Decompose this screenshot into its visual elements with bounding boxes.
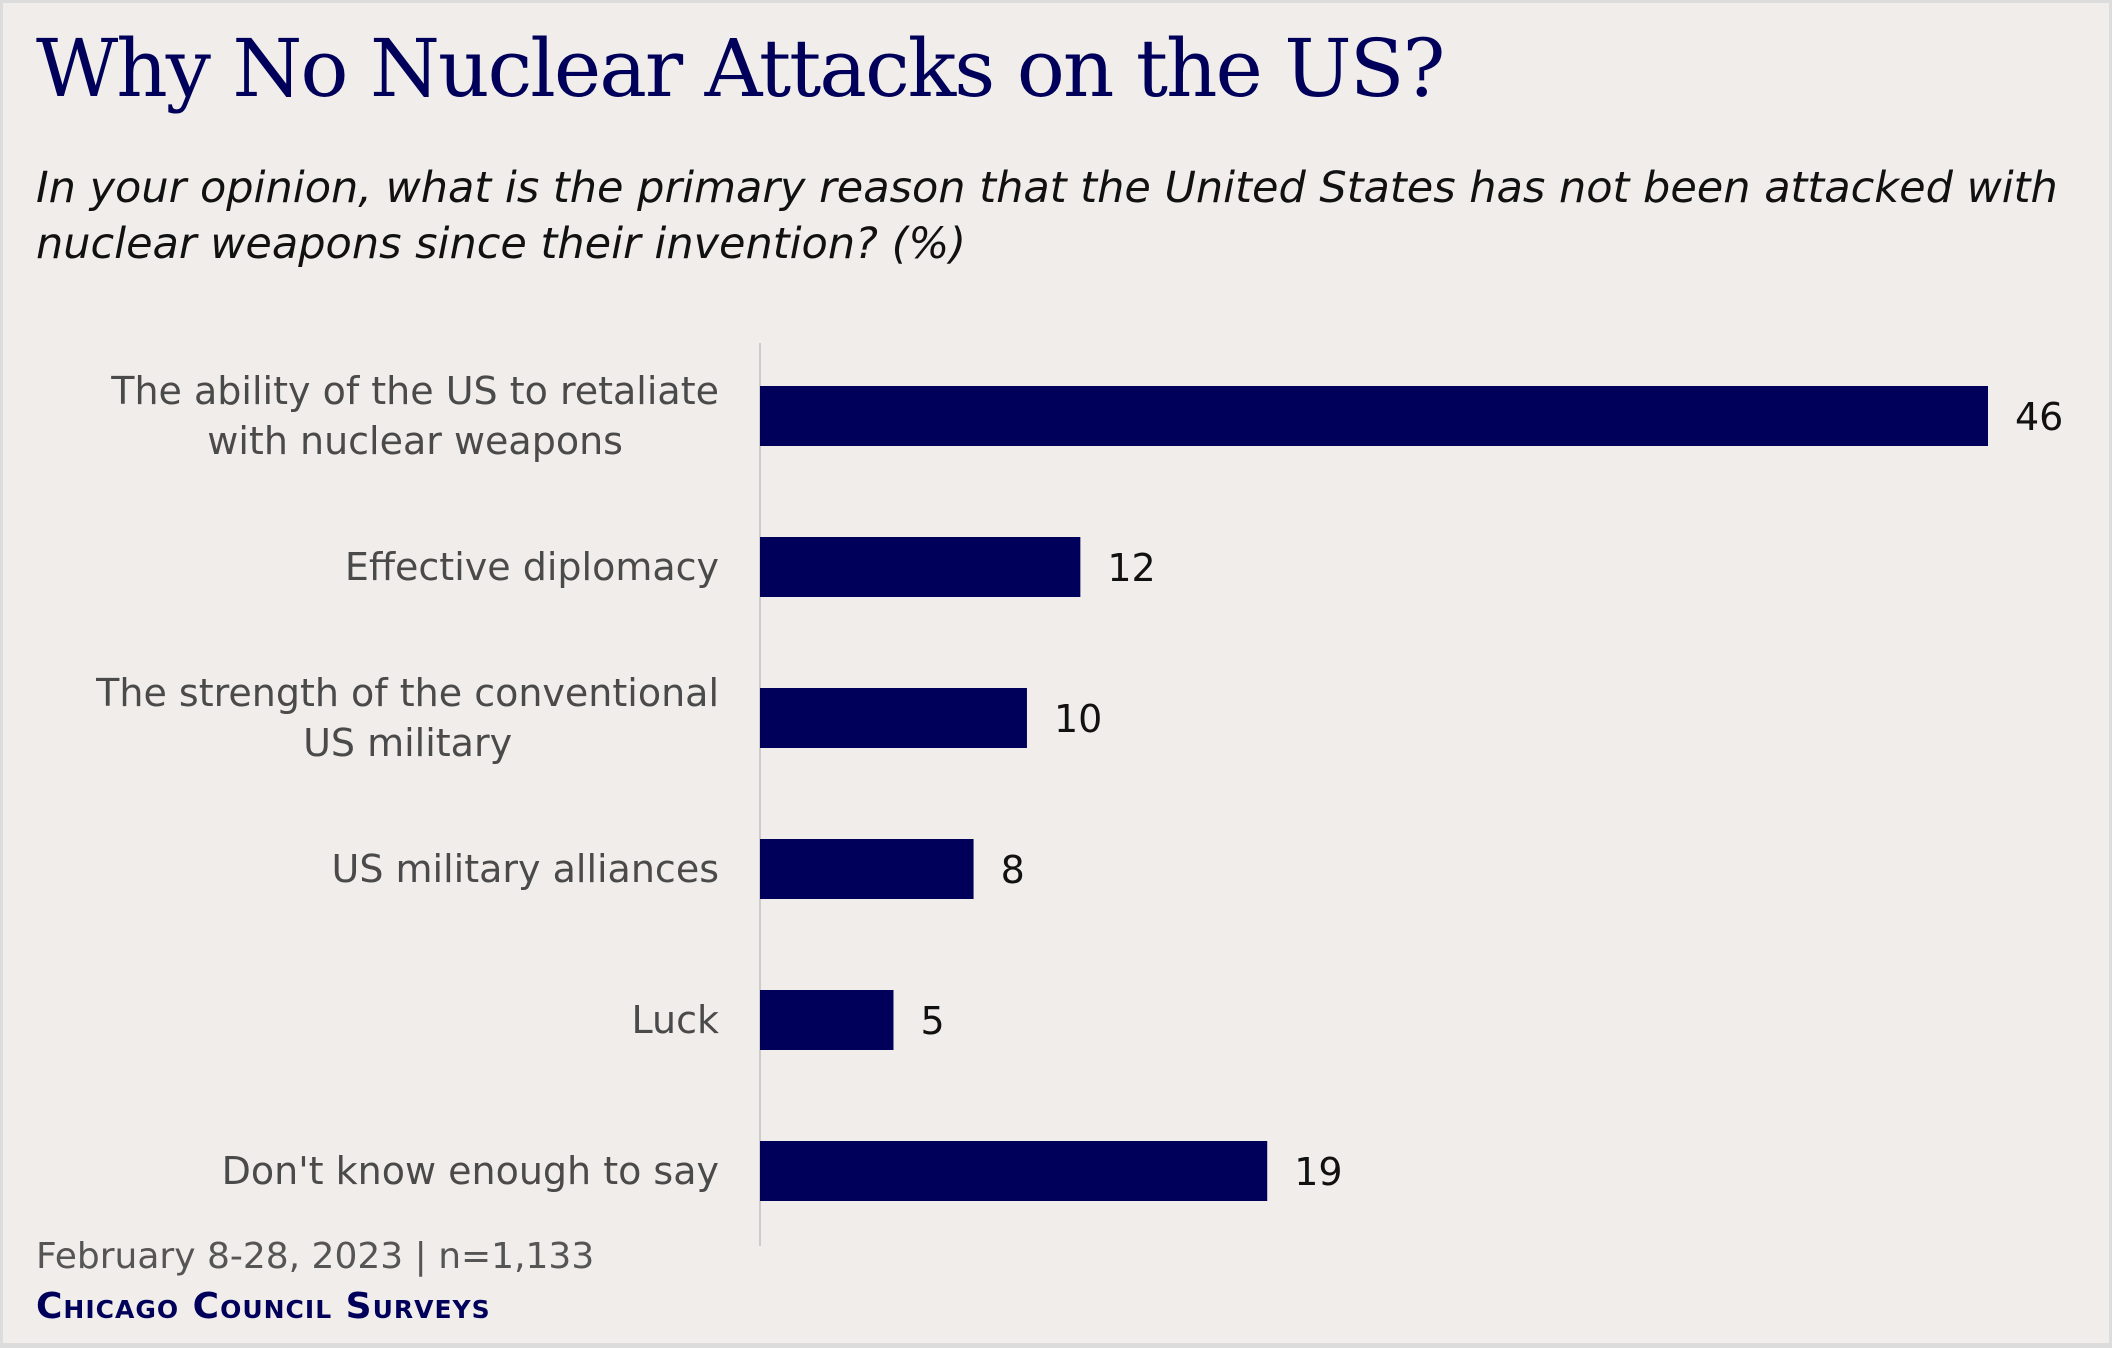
category-label: US military alliances: [332, 844, 719, 894]
bar: [760, 1141, 1268, 1201]
data-label: 46: [2015, 395, 2063, 439]
category-label: The strength of the conventional US milit…: [96, 668, 719, 768]
data-label: 10: [1054, 697, 1102, 741]
chart-subtitle: In your opinion, what is the primary rea…: [36, 163, 2058, 269]
brand-logo: Chicago Council Surveys: [36, 1286, 491, 1327]
category-label-line: US military alliances: [331, 847, 719, 891]
chart-frame: [3, 3, 2109, 1343]
category-label: Effective diplomacy: [345, 542, 719, 592]
category-label-line: Effective diplomacy: [344, 545, 719, 589]
data-label: 5: [920, 999, 944, 1043]
category-label: The ability of the US to retaliate with n…: [111, 366, 719, 466]
data-label: 12: [1107, 546, 1155, 590]
bar: [760, 990, 894, 1050]
data-label: 19: [1294, 1150, 1342, 1194]
bar: [760, 688, 1027, 748]
bar: [760, 386, 1988, 446]
data-label: 8: [1001, 848, 1025, 892]
category-label-line: The strength of the conventional: [96, 671, 719, 715]
bar: [760, 537, 1081, 597]
category-label: Don't know enough to say: [222, 1146, 719, 1196]
source-note: February 8-28, 2023 | n=1,133: [36, 1236, 595, 1277]
category-label-line: US military: [303, 721, 513, 765]
category-label-line: with nuclear weapons: [207, 419, 623, 463]
category-label: Luck: [632, 995, 720, 1045]
chart-title: Why No Nuclear Attacks on the US?: [36, 22, 1445, 115]
bar: [760, 839, 974, 899]
category-label-line: Don't know enough to say: [221, 1149, 719, 1193]
category-label-line: The ability of the US to retaliate: [111, 369, 719, 413]
category-label-line: Luck: [631, 998, 720, 1042]
